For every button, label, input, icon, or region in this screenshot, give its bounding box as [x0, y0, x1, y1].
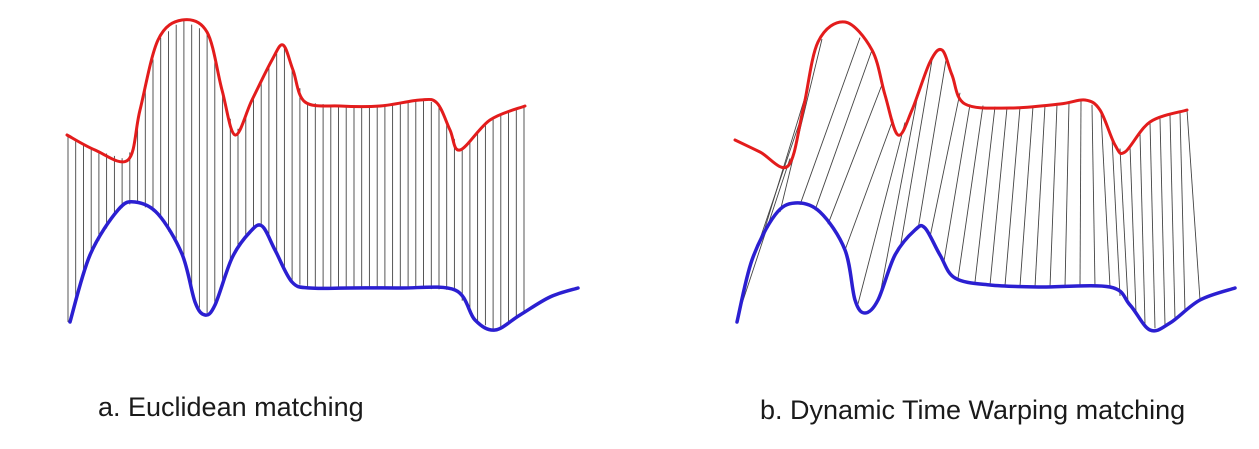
dtw-bottom-series	[735, 201, 1237, 333]
dtw-connector	[1034, 105, 1046, 287]
dtw-connector	[1019, 106, 1034, 287]
dtw-connector	[1139, 133, 1146, 324]
dtw-connector	[759, 87, 809, 245]
dtw-connector	[1079, 100, 1082, 288]
dtw-connector	[1064, 102, 1070, 288]
euclidean-top-series	[65, 18, 527, 164]
dtw-connector	[1179, 112, 1186, 312]
dtw-connector	[943, 104, 971, 262]
dtw-connector	[1004, 107, 1021, 286]
dtw-connector	[827, 84, 883, 225]
dtw-connector	[1159, 118, 1166, 325]
dtw-connector	[1049, 104, 1058, 288]
caption-euclidean: a. Euclidean matching	[98, 392, 364, 422]
caption-dtw: b. Dynamic Time Warping matching	[760, 395, 1186, 425]
dtw-connector	[957, 105, 984, 279]
dtw-connector	[1100, 112, 1111, 288]
dtw-connector	[844, 119, 894, 251]
dtw-connector	[1111, 137, 1121, 297]
dtw-connector	[989, 107, 1008, 286]
euclidean-connectors	[67, 20, 525, 329]
euclidean-panel	[65, 18, 580, 332]
dtw-connector	[799, 37, 861, 205]
dtw-connector	[1091, 104, 1096, 288]
dtw-connectors	[739, 37, 1201, 329]
dtw-connector	[899, 59, 933, 249]
dtw-connector	[1119, 148, 1129, 304]
euclidean-bottom-series	[68, 199, 580, 332]
dtw-connector	[857, 122, 906, 305]
dtw-connector	[1129, 145, 1137, 313]
dtw-connector	[1169, 115, 1176, 320]
dtw-panel	[733, 20, 1237, 333]
dtw-connector	[814, 49, 873, 211]
dtw-connector	[974, 106, 996, 283]
dtw-connector	[917, 59, 947, 230]
dtw-top-series	[733, 20, 1189, 170]
dtw-connector	[879, 93, 919, 295]
dtw-connector	[1149, 121, 1156, 329]
dtw-connector	[1186, 109, 1201, 301]
dtw-connector	[929, 92, 961, 238]
